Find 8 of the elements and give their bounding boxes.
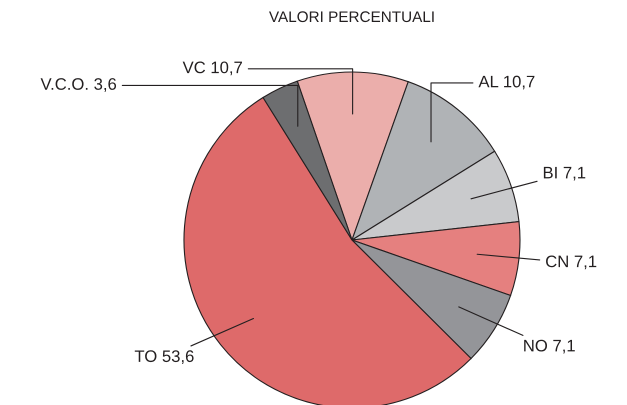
slice-label: TO 53,6 [134, 350, 194, 364]
slice-label: V.C.O. 3,6 [40, 78, 116, 92]
slice-label: VC 10,7 [182, 62, 242, 76]
chart-title: VALORI PERCENTUALI [269, 11, 434, 22]
slice-label: CN 7,1 [546, 255, 596, 270]
slice-label: BI 7,1 [544, 166, 586, 181]
slice-label: AL 10,7 [478, 76, 534, 90]
slice-label: NO 7,1 [524, 340, 575, 354]
